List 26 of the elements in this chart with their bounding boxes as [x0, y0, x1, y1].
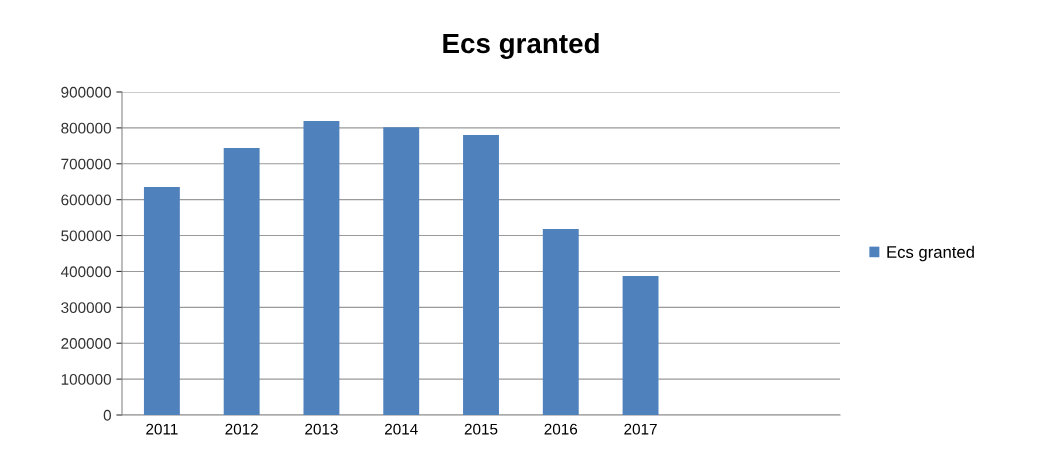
x-tick-label: 2016 [544, 423, 578, 435]
bar [303, 121, 340, 415]
bar [223, 147, 260, 415]
bar [542, 229, 579, 415]
y-tick-label: 900000 [61, 86, 111, 98]
y-tick-label: 300000 [61, 302, 111, 314]
y-tick-label: 100000 [61, 373, 111, 385]
bar [463, 135, 499, 415]
y-tick-label: 200000 [61, 338, 111, 349]
x-tick-label: 2013 [305, 423, 338, 435]
y-tick-label: 400000 [60, 266, 111, 278]
x-tick-label: 2015 [464, 423, 498, 435]
y-tick-label: 700000 [61, 158, 111, 170]
bar [143, 187, 180, 415]
bar [383, 127, 420, 415]
y-tick-label: 500000 [61, 230, 111, 242]
x-tick-label: 2014 [385, 423, 418, 435]
y-tick-label: 0 [103, 409, 111, 421]
x-tick-label: 2017 [624, 423, 657, 435]
x-tick-label: 2011 [146, 423, 178, 435]
legend-label: Ecs granted [887, 245, 974, 262]
x-tick-label: 2012 [225, 423, 258, 435]
chart-title: Ecs granted [443, 32, 599, 59]
y-tick-label: 800000 [61, 122, 111, 134]
bar [622, 276, 659, 415]
y-tick-label: 600000 [61, 194, 111, 206]
